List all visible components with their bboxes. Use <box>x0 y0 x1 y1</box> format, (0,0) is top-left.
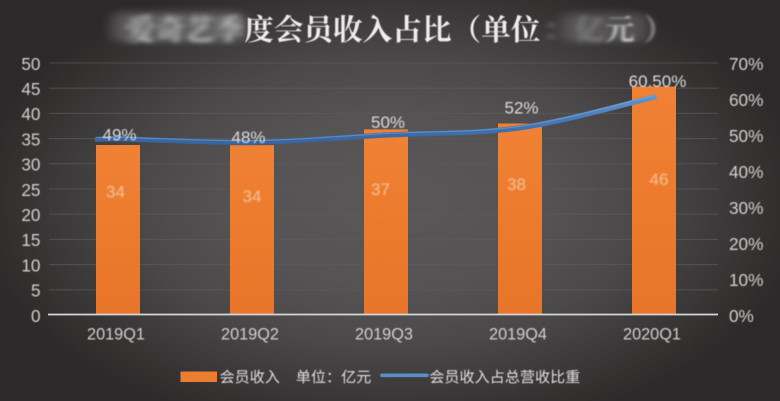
svg-text:25: 25 <box>21 180 40 200</box>
svg-text:60%: 60% <box>729 90 763 110</box>
svg-text:37: 37 <box>371 180 390 199</box>
svg-text:2019Q2: 2019Q2 <box>221 326 279 344</box>
svg-text:70%: 70% <box>729 54 763 74</box>
svg-text:2019Q3: 2019Q3 <box>355 326 413 344</box>
svg-text:49%: 49% <box>102 126 136 145</box>
svg-text:46: 46 <box>650 170 669 189</box>
svg-text:30%: 30% <box>729 198 763 218</box>
svg-text:2019Q1: 2019Q1 <box>87 326 145 344</box>
svg-text:45: 45 <box>21 79 40 99</box>
svg-text:2019Q4: 2019Q4 <box>489 326 547 344</box>
svg-text:20: 20 <box>21 205 40 225</box>
svg-text:35: 35 <box>21 129 40 149</box>
svg-text:15: 15 <box>21 230 40 250</box>
svg-text:5: 5 <box>31 281 41 301</box>
svg-text:50%: 50% <box>729 126 763 146</box>
svg-text:0: 0 <box>31 306 41 326</box>
svg-text:0%: 0% <box>729 306 754 326</box>
svg-text:10%: 10% <box>729 270 763 290</box>
svg-text:38: 38 <box>507 175 526 194</box>
svg-text:52%: 52% <box>504 99 538 118</box>
svg-text:40: 40 <box>21 104 40 124</box>
svg-text:48%: 48% <box>231 128 265 147</box>
svg-text:50: 50 <box>21 54 40 74</box>
svg-text:50%: 50% <box>371 113 405 132</box>
svg-text:2020Q1: 2020Q1 <box>623 326 681 344</box>
svg-text:34: 34 <box>243 187 262 206</box>
svg-text:34: 34 <box>106 183 125 202</box>
svg-text:30: 30 <box>21 155 40 175</box>
svg-text:10: 10 <box>21 255 40 275</box>
svg-text:60.50%: 60.50% <box>629 72 687 91</box>
svg-text:20%: 20% <box>729 234 763 254</box>
svg-text:40%: 40% <box>729 162 763 182</box>
